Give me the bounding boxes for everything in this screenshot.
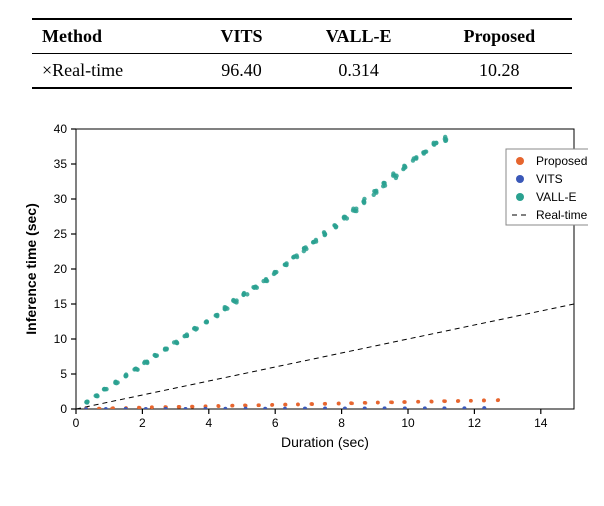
col-header-valle: VALL-E	[291, 19, 427, 54]
plot-area	[76, 135, 574, 411]
cell-valle: 0.314	[291, 54, 427, 89]
series-VITS	[84, 406, 486, 411]
y-axis-label: Inference time (sec)	[23, 203, 39, 335]
legend-label: VALL-E	[536, 190, 576, 204]
x-tick-label: 0	[73, 416, 80, 430]
col-header-vits: VITS	[192, 19, 290, 54]
y-tick-label: 10	[54, 332, 68, 346]
results-table: Method VITS VALL-E Proposed ×Real-time 9…	[32, 18, 572, 89]
y-tick-label: 0	[60, 402, 67, 416]
x-tick-label: 6	[272, 416, 279, 430]
x-tick-label: 10	[401, 416, 415, 430]
x-tick-label: 14	[534, 416, 548, 430]
plot-frame	[76, 129, 574, 409]
cell-vits: 96.40	[192, 54, 290, 89]
y-tick-label: 40	[54, 122, 68, 136]
y-tick-label: 30	[54, 192, 68, 206]
y-tick-label: 5	[60, 367, 67, 381]
cell-proposed: 10.28	[427, 54, 572, 89]
x-tick-label: 4	[205, 416, 212, 430]
series-Real-time	[76, 304, 574, 409]
inference-time-chart: 0 2 4 6 8 10 12 14 0 5 10 15 20 25 30 35 40 Duration (sec…	[18, 117, 588, 457]
legend-label: Proposed	[536, 154, 587, 168]
y-tick-label: 35	[54, 157, 68, 171]
y-tick-label: 20	[54, 262, 68, 276]
legend: Proposed VITS VALL-E Real-time	[506, 149, 588, 225]
x-tick-label: 2	[139, 416, 146, 430]
col-header-proposed: Proposed	[427, 19, 572, 54]
legend-label: Real-time	[536, 208, 588, 222]
legend-label: VITS	[536, 172, 563, 186]
series-VALL-E	[84, 135, 448, 405]
col-header-method: Method	[32, 19, 192, 54]
x-axis-label: Duration (sec)	[281, 434, 369, 450]
x-tick-label: 8	[338, 416, 345, 430]
x-tick-label: 12	[468, 416, 482, 430]
row-label: ×Real-time	[32, 54, 192, 89]
y-tick-label: 15	[54, 297, 68, 311]
y-tick-label: 25	[54, 227, 68, 241]
